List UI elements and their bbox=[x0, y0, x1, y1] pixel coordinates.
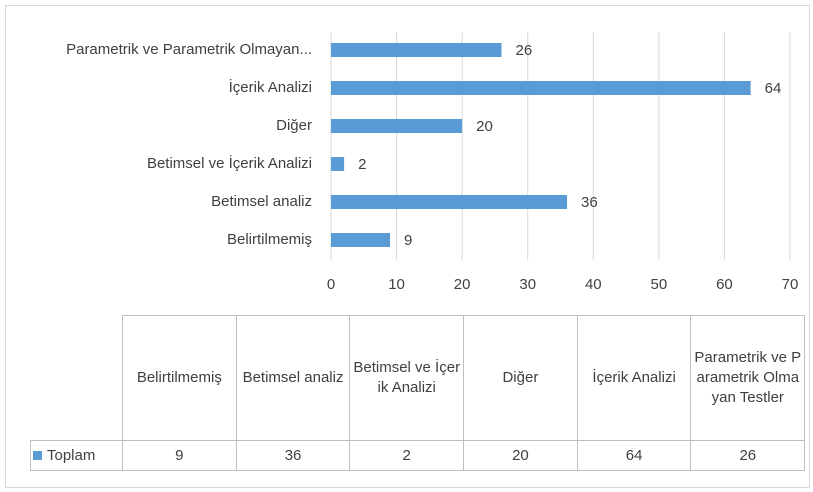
table-value-cell: 20 bbox=[463, 440, 578, 471]
x-tick-label: 0 bbox=[327, 276, 335, 293]
x-tick-label: 10 bbox=[388, 276, 405, 293]
bar bbox=[331, 119, 463, 133]
data-label: 36 bbox=[581, 194, 598, 211]
bar bbox=[331, 233, 391, 247]
table-value-row: Toplam 9 36 2 20 64 26 bbox=[30, 440, 806, 471]
y-tick-label: Betimsel analiz bbox=[211, 193, 312, 210]
bar bbox=[331, 81, 751, 95]
data-label: 26 bbox=[515, 42, 532, 59]
bar bbox=[331, 157, 345, 171]
table-value-cell: 9 bbox=[122, 440, 237, 471]
y-tick-label: Belirtilmemiş bbox=[227, 231, 312, 248]
y-tick-label: Parametrik ve Parametrik Olmayan... bbox=[66, 41, 312, 58]
table-value-cell: 2 bbox=[349, 440, 465, 471]
table-header-cell: Parametrik ve Parametrik Olmayan Testler bbox=[690, 315, 806, 441]
data-label: 9 bbox=[404, 232, 412, 249]
y-tick-label: İçerik Analizi bbox=[229, 78, 312, 96]
data-label: 2 bbox=[358, 156, 366, 173]
y-tick-label: Betimsel ve İçerik Analizi bbox=[147, 154, 312, 172]
table-value-cell: 64 bbox=[576, 440, 692, 471]
table-header-cell: Betimsel analiz bbox=[235, 315, 351, 441]
legend-label: Toplam bbox=[47, 446, 96, 464]
bar bbox=[331, 195, 568, 209]
table-header-cell: Diğer bbox=[463, 315, 578, 441]
x-tick-label: 50 bbox=[651, 276, 668, 293]
table-series-cell: Toplam bbox=[30, 440, 123, 471]
x-tick-label: 20 bbox=[454, 276, 471, 293]
data-table: Belirtilmemiş Betimsel analiz Betimsel ve … bbox=[30, 315, 806, 471]
table-header-row: Belirtilmemiş Betimsel analiz Betimsel ve … bbox=[30, 315, 806, 441]
data-label: 64 bbox=[765, 80, 782, 97]
x-tick-label: 30 bbox=[519, 276, 536, 293]
table-header-cell: Belirtilmemiş bbox=[122, 315, 237, 441]
x-tick-label: 40 bbox=[585, 276, 602, 293]
x-tick-label: 70 bbox=[782, 276, 799, 293]
legend-key bbox=[33, 450, 42, 460]
y-tick-label: Diğer bbox=[276, 117, 312, 134]
table-value-cell: 36 bbox=[235, 440, 351, 471]
bar bbox=[331, 43, 502, 57]
data-label: 20 bbox=[476, 118, 493, 135]
table-corner bbox=[30, 315, 123, 441]
chart-border bbox=[5, 5, 810, 488]
x-tick-label: 60 bbox=[716, 276, 733, 293]
table-header-cell: İçerik Analizi bbox=[576, 315, 692, 441]
table-header-cell: Betimsel ve İçerik Analizi bbox=[349, 315, 465, 441]
table-value-cell: 26 bbox=[690, 440, 806, 471]
